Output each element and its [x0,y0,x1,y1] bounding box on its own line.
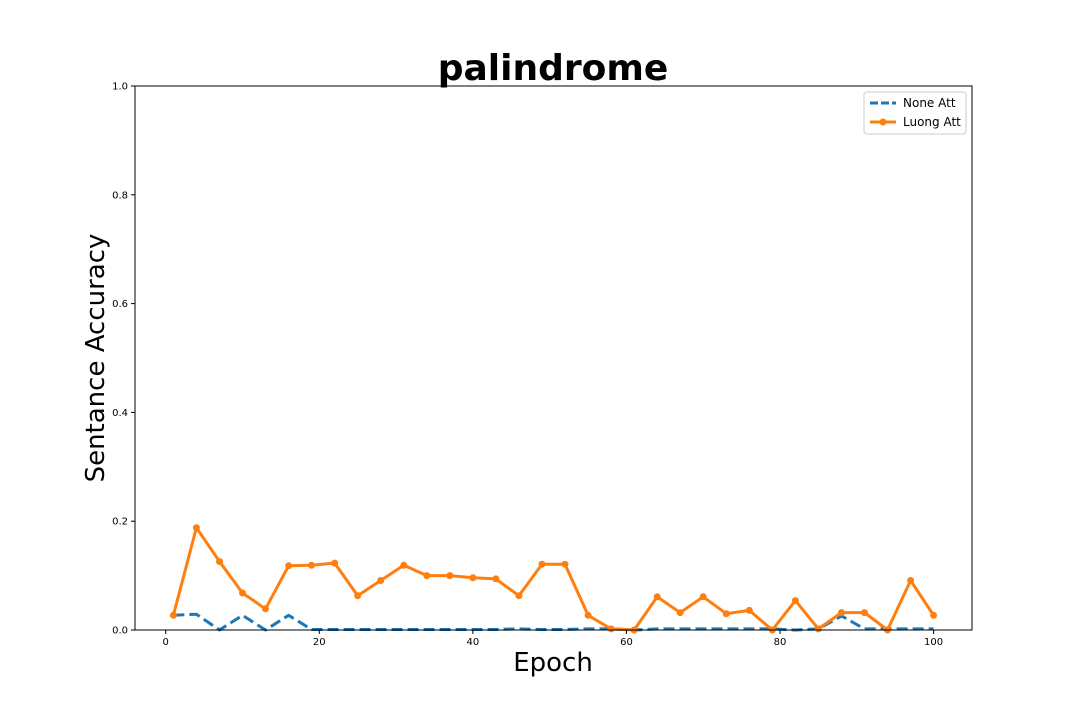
y-tick-label: 0.0 [112,626,128,637]
x-tick-label: 80 [774,637,787,648]
y-axis-label: Sentance Accuracy [81,234,111,483]
data-point-luong-att [169,611,177,619]
data-point-luong-att [838,609,845,617]
legend-label-luong-att: Luong Att [903,115,961,129]
series-line-luong-att [171,526,935,632]
data-point-luong-att [814,625,822,633]
data-point-luong-att [285,562,293,570]
data-point-luong-att [699,593,707,601]
data-point-luong-att [538,560,546,568]
data-point-luong-att [377,577,385,584]
data-point-luong-att [907,577,915,584]
data-point-luong-att [423,572,431,580]
data-point-luong-att [607,625,615,633]
data-point-luong-att [492,575,500,583]
x-tick-label: 0 [163,637,169,648]
data-point-luong-att [239,589,246,597]
data-point-luong-att [791,597,799,605]
y-tick-label: 0.2 [112,517,128,528]
x-tick-label: 60 [620,637,633,648]
data-point-luong-att [561,560,569,568]
y-tick-label: 0.6 [112,299,128,310]
x-tick-label: 100 [924,637,943,648]
legend-label-none-att: None Att [903,96,956,110]
data-point-luong-att [446,572,454,580]
x-tick-label: 40 [467,637,480,648]
data-point-luong-att [861,609,868,617]
data-point-luong-att [331,559,339,567]
data-point-luong-att [722,610,730,618]
data-point-luong-att [216,558,223,565]
data-point-luong-att [676,609,684,617]
data-point-luong-att [262,605,269,613]
x-tick-label: 20 [313,637,326,648]
data-point-luong-att [930,611,938,619]
y-tick-label: 0.8 [112,190,128,201]
data-point-luong-att [584,611,592,619]
data-point-luong-att [354,592,362,600]
y-axis: 0.0 0.2 0.4 0.6 0.8 1.0 [112,82,135,637]
plot-frame [134,85,973,631]
data-point-luong-att [469,574,477,582]
x-axis: 0 20 40 60 80 100 [163,630,943,648]
legend: None Att Luong Att [863,91,967,135]
chart-title: palindrome [438,48,669,89]
x-axis-label: Epoch [513,648,593,678]
data-point-luong-att [192,524,200,532]
data-point-luong-att [653,593,661,601]
data-point-luong-att [745,606,753,614]
data-point-luong-att [400,561,408,569]
data-point-luong-att [308,561,316,569]
legend-marker-luong-att [879,118,887,126]
data-point-luong-att [515,592,523,600]
y-tick-label: 1.0 [112,82,128,93]
y-tick-label: 0.4 [112,408,128,419]
